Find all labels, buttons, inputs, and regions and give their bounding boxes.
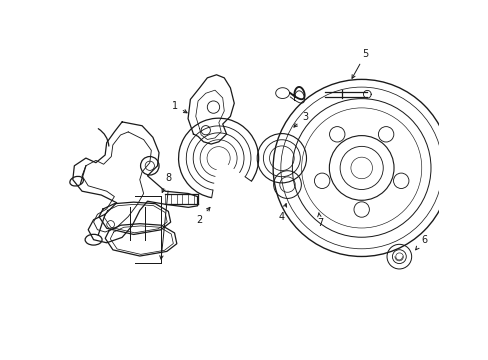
Text: 5: 5 [351, 49, 368, 78]
Text: 2: 2 [196, 207, 209, 225]
Text: 4: 4 [278, 204, 286, 222]
Text: 7: 7 [317, 213, 323, 228]
Text: 6: 6 [415, 235, 426, 250]
Text: 8: 8 [162, 173, 171, 193]
Text: 1: 1 [172, 100, 187, 113]
Text: 3: 3 [293, 112, 307, 127]
